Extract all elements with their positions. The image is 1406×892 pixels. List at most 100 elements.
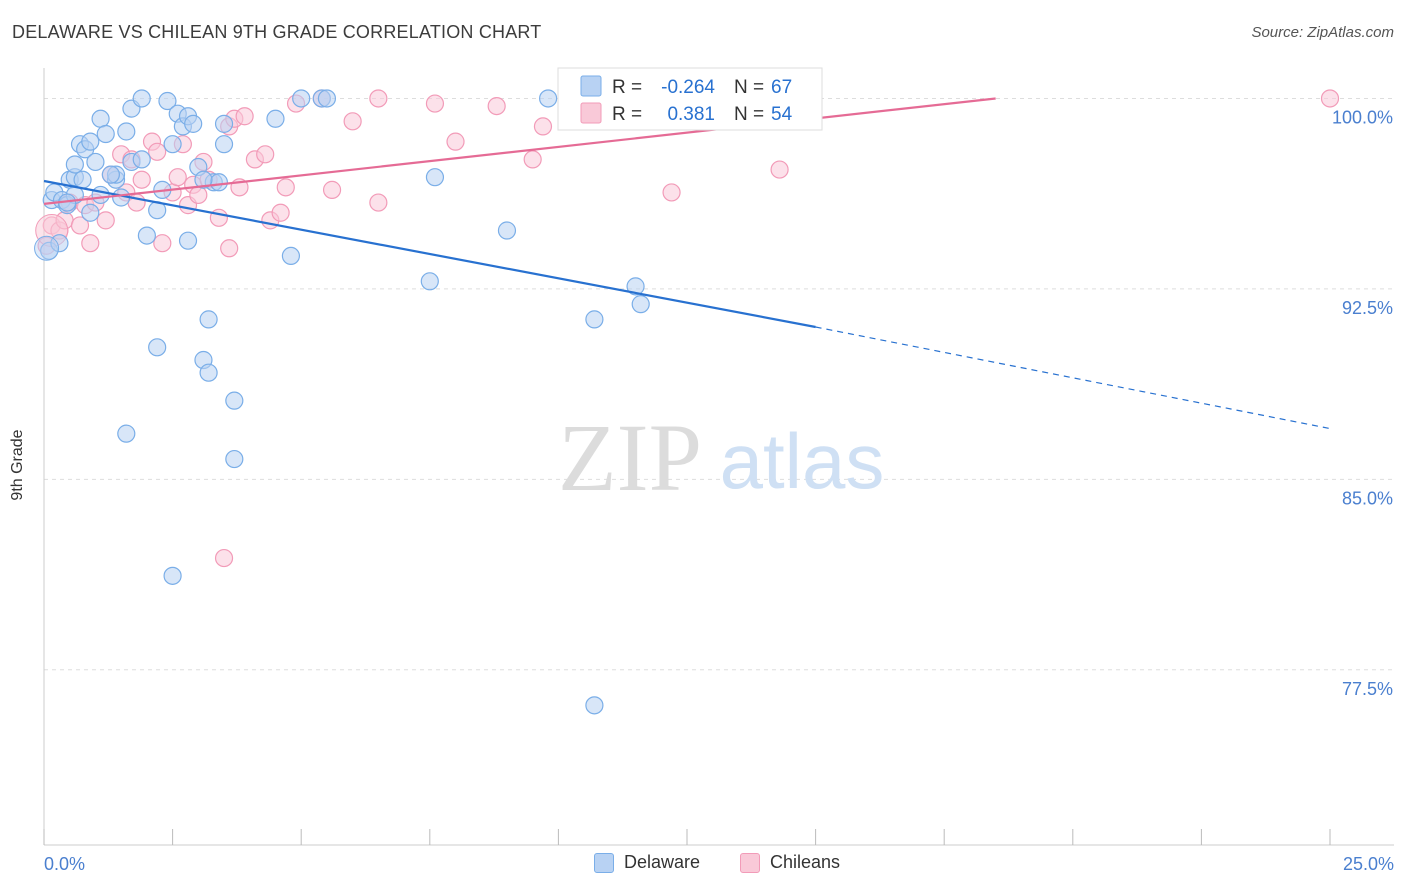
data-point: [189, 185, 208, 205]
data-point: [225, 391, 244, 410]
stats-legend: R = -0.264 N = 67 R = 0.381 N = 54: [557, 67, 823, 131]
data-point: [770, 160, 789, 179]
data-point: [73, 170, 92, 189]
data-point: [137, 226, 156, 245]
data-point: [317, 89, 337, 108]
data-point: [96, 211, 115, 230]
data-point: [199, 363, 218, 382]
data-point: [65, 155, 84, 174]
data-point: [214, 548, 234, 568]
data-point: [81, 203, 100, 222]
chileans-trend-line: [43, 97, 996, 205]
data-point: [281, 246, 301, 266]
legend-n-value-delaware: 67: [771, 77, 792, 98]
data-point: [585, 310, 604, 329]
legend-item-chileans[interactable]: Chileans: [740, 852, 840, 873]
data-point-cluster: [34, 235, 60, 261]
data-point: [178, 231, 198, 250]
y-tick-label: 85.0%: [1342, 488, 1393, 508]
data-point: [153, 234, 172, 253]
data-point: [225, 449, 244, 469]
data-point: [626, 277, 645, 296]
data-point: [132, 150, 151, 169]
legend-swatch-chileans: [580, 102, 602, 124]
data-point: [497, 221, 517, 240]
data-point: [91, 185, 110, 205]
legend-swatch-delaware: [580, 75, 602, 97]
data-point: [86, 152, 105, 172]
watermark-zip: ZIP: [558, 404, 702, 511]
stats-legend-box: [557, 67, 823, 131]
x-tick-label-max: 25.0%: [1343, 854, 1394, 874]
data-point: [235, 107, 254, 126]
data-point: [585, 696, 604, 715]
delaware-points: [34, 89, 650, 715]
legend-label-delaware: Delaware: [624, 852, 701, 872]
data-point: [523, 150, 542, 169]
data-point: [158, 91, 177, 111]
y-tick-label: 100.0%: [1332, 107, 1393, 127]
data-point: [425, 168, 445, 187]
data-point: [271, 203, 290, 222]
data-point: [81, 132, 100, 151]
legend-r-label-chileans: R =: [612, 104, 642, 125]
data-point: [420, 272, 439, 291]
data-point: [50, 234, 69, 253]
y-tick-label: 77.5%: [1342, 679, 1393, 699]
data-point: [101, 165, 120, 184]
data-point: [533, 117, 553, 136]
data-point: [487, 96, 506, 116]
data-point: [292, 89, 311, 108]
data-point: [425, 94, 445, 113]
data-point: [132, 89, 151, 108]
data-point: [343, 112, 362, 131]
data-point: [163, 135, 182, 154]
data-point: [148, 142, 167, 161]
legend-n-label-chileans: N =: [734, 104, 764, 125]
data-point: [184, 114, 203, 133]
source-credit: Source: ZipAtlas.com: [1251, 24, 1394, 41]
data-point: [631, 295, 650, 314]
data-point: [96, 124, 115, 144]
data-point: [369, 193, 388, 212]
data-point: [214, 114, 234, 133]
data-point: [168, 168, 187, 187]
data-point: [662, 183, 681, 202]
legend-r-value-delaware: -0.264: [661, 77, 715, 98]
data-point: [117, 122, 136, 141]
legend-item-delaware[interactable]: Delaware: [594, 852, 700, 873]
data-point: [194, 170, 213, 189]
legend-swatch-delaware-bottom: [594, 852, 614, 873]
delaware-trend-extension: [815, 326, 1331, 430]
data-point: [132, 170, 151, 189]
data-point: [209, 173, 228, 192]
data-point: [446, 132, 465, 151]
data-point: [539, 89, 558, 108]
data-point: [117, 424, 136, 443]
y-tick-label: 92.5%: [1342, 298, 1393, 318]
data-point: [70, 216, 90, 235]
data-point: [369, 89, 388, 108]
data-point: [148, 338, 167, 357]
data-point: [214, 135, 234, 154]
legend-n-label-delaware: N =: [734, 77, 764, 98]
legend-swatch-chileans-bottom: [740, 852, 760, 873]
chart-title: DELAWARE VS CHILEAN 9TH GRADE CORRELATIO…: [12, 22, 542, 42]
data-point: [266, 109, 285, 128]
trend-lines: [43, 97, 1331, 430]
data-point: [199, 310, 218, 329]
watermark-atlas: atlas: [720, 417, 885, 505]
delaware-trend-line: [43, 179, 816, 329]
legend-r-label-delaware: R =: [612, 77, 642, 98]
legend-label-chileans: Chileans: [770, 852, 841, 872]
data-point: [322, 180, 342, 199]
data-point: [256, 145, 275, 164]
legend-n-value-chileans: 54: [771, 104, 793, 125]
data-point: [220, 239, 239, 258]
data-point: [276, 178, 295, 197]
data-point: [163, 566, 182, 585]
y-tick-labels: 100.0% 92.5% 85.0% 77.5%: [1332, 107, 1393, 698]
data-point: [1320, 89, 1340, 108]
data-point: [91, 109, 110, 128]
